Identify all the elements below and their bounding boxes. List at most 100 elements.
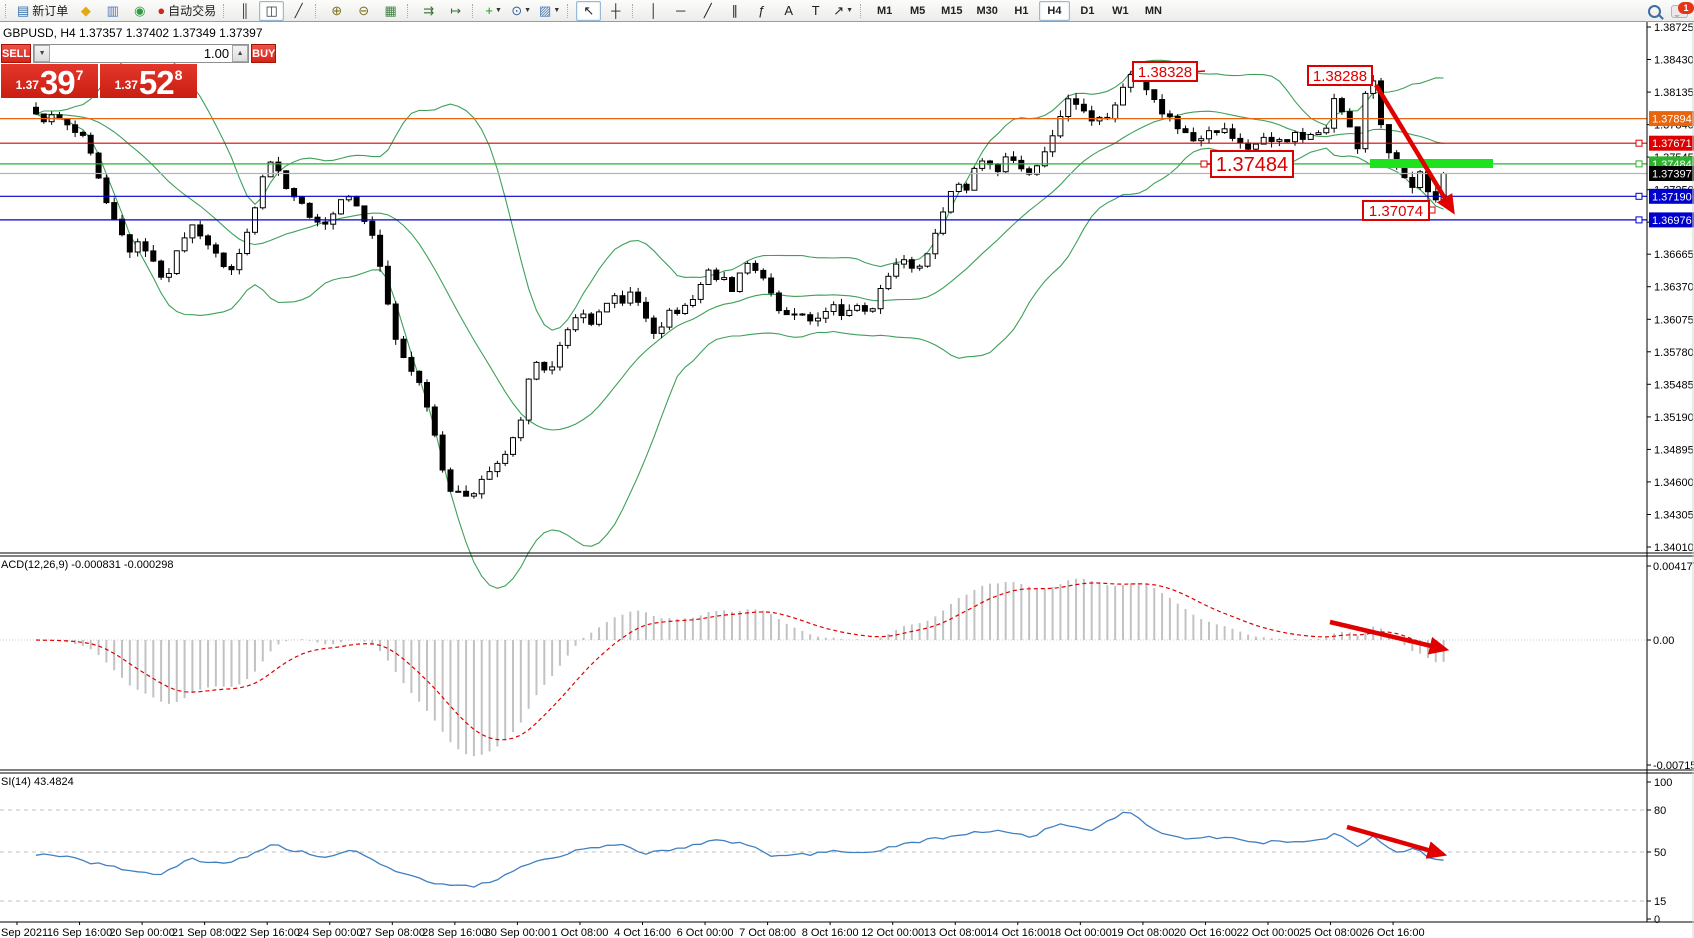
fibonacci-button[interactable]: ƒ bbox=[749, 1, 774, 21]
navigator-button[interactable]: ◉ bbox=[127, 1, 152, 21]
volume-decrease-button[interactable]: ▼ bbox=[34, 45, 51, 62]
line-handle[interactable] bbox=[1635, 160, 1643, 168]
candle bbox=[689, 299, 696, 306]
candlestick-button[interactable]: ◫ bbox=[259, 0, 285, 21]
search-icon[interactable] bbox=[1648, 4, 1661, 18]
templates-button[interactable]: ▨ ▼ bbox=[536, 1, 563, 21]
timeframe-m1-button[interactable]: M1 bbox=[876, 4, 893, 17]
line-handle[interactable] bbox=[1635, 216, 1643, 224]
macd-down-arrow[interactable] bbox=[1329, 619, 1450, 655]
candle bbox=[1120, 86, 1126, 106]
line-handle[interactable] bbox=[1635, 139, 1643, 147]
data-window-icon: ▥ bbox=[106, 3, 119, 18]
bar-chart-button[interactable]: ║ bbox=[232, 1, 257, 21]
crosshair-icon: ┼ bbox=[611, 3, 621, 18]
auto-scroll-button[interactable]: ⇉ bbox=[416, 1, 441, 21]
candle bbox=[815, 317, 821, 322]
high-label-2: 1.38288 bbox=[1313, 68, 1367, 85]
templates-dropdown-icon[interactable]: ▼ bbox=[553, 7, 561, 14]
horizontal-line-button[interactable]: ─ bbox=[668, 1, 693, 21]
chart-title: GBPUSD, H4 1.37357 1.37402 1.37349 1.373… bbox=[3, 26, 263, 40]
arrows-icon: ↗ bbox=[833, 3, 845, 18]
candle bbox=[369, 220, 376, 236]
zoom-in-button[interactable]: ⊕ bbox=[324, 1, 349, 21]
equidistant-channel-button[interactable]: ∥ bbox=[722, 1, 747, 21]
candle bbox=[705, 269, 712, 286]
buy-button[interactable]: BUY bbox=[251, 44, 277, 63]
rsi-tick-label: 80 bbox=[1654, 805, 1666, 817]
candle bbox=[908, 259, 915, 269]
candle bbox=[236, 253, 243, 271]
indicators-dropdown-icon[interactable]: ▼ bbox=[495, 7, 502, 14]
axis-price-tag bbox=[1649, 135, 1694, 151]
time-tick-label: 16 Sep 16:00 bbox=[47, 927, 112, 938]
level-label-box[interactable] bbox=[1210, 150, 1294, 178]
timeframe-m15-button[interactable]: M15 bbox=[941, 4, 963, 17]
periods-dropdown-icon[interactable]: ▼ bbox=[524, 7, 532, 14]
volume-increase-button[interactable]: ▲ bbox=[232, 45, 249, 62]
timeframe-d1-button[interactable]: D1 bbox=[1080, 4, 1095, 17]
time-tick-label: 19 Oct 08:00 bbox=[1111, 927, 1174, 938]
market-watch-button[interactable]: ◆ bbox=[73, 1, 98, 21]
candle bbox=[799, 313, 806, 316]
candle bbox=[1362, 92, 1369, 150]
timeframe-h4-button[interactable]: H4 bbox=[1038, 0, 1070, 21]
price-tick-label: 1.35190 bbox=[1654, 412, 1694, 424]
price-down-arrow[interactable] bbox=[1374, 83, 1455, 215]
chat-icon[interactable]: 1 bbox=[1671, 1, 1694, 18]
candle bbox=[510, 437, 516, 455]
timeframe-w1-button[interactable]: W1 bbox=[1112, 4, 1129, 17]
crosshair-button[interactable]: ┼ bbox=[603, 1, 628, 21]
sell-button[interactable]: SELL bbox=[1, 44, 32, 63]
candle bbox=[1182, 128, 1189, 134]
chart-shift-button[interactable]: ↦ bbox=[443, 1, 468, 21]
timeframe-h1-button[interactable]: H1 bbox=[1014, 4, 1029, 17]
volume-input[interactable] bbox=[50, 45, 233, 62]
candle bbox=[197, 224, 204, 237]
zoom-out-button[interactable]: ⊖ bbox=[351, 1, 376, 21]
green-highlight-bar[interactable] bbox=[1370, 159, 1493, 168]
candle bbox=[322, 221, 329, 225]
macd-tick-label: -0.007153 bbox=[1653, 760, 1694, 772]
rsi-down-arrow[interactable] bbox=[1346, 824, 1448, 859]
sell-price-display[interactable]: 1.37 39 7 bbox=[1, 64, 98, 99]
candle bbox=[1268, 136, 1275, 142]
candle bbox=[470, 493, 477, 497]
rsi-tick-label: 50 bbox=[1654, 847, 1666, 859]
arrows-dropdown-icon[interactable]: ▼ bbox=[846, 7, 854, 14]
cursor-button[interactable]: ↖ bbox=[576, 0, 602, 21]
candle bbox=[1284, 139, 1291, 143]
autotrading-button[interactable]: ● 自动交易 bbox=[154, 1, 219, 21]
data-window-button[interactable]: ▥ bbox=[100, 1, 125, 21]
high-label-2-box[interactable] bbox=[1307, 65, 1373, 86]
tile-windows-button[interactable]: ▦ bbox=[378, 1, 403, 21]
text-button[interactable]: A bbox=[776, 1, 801, 21]
arrows-button[interactable]: ↗ ▼ bbox=[830, 1, 856, 21]
rsi-tick-label: 0 bbox=[1654, 914, 1660, 926]
annotation-handle[interactable] bbox=[1200, 160, 1208, 168]
candle bbox=[1213, 130, 1220, 133]
axis-price-tag-label: 1.37397 bbox=[1652, 169, 1692, 181]
toolbar-right: 1 bbox=[1648, 1, 1694, 21]
high-label-1-box[interactable] bbox=[1132, 61, 1198, 82]
candle bbox=[119, 218, 125, 236]
text-label-icon: T bbox=[811, 3, 820, 18]
macd-indicator-label: ACD(12,26,9) -0.000831 -0.000298 bbox=[1, 559, 174, 571]
candle bbox=[736, 272, 743, 292]
line-chart-button[interactable]: ╱ bbox=[286, 1, 311, 21]
candle bbox=[775, 292, 782, 312]
line-handle[interactable] bbox=[1635, 192, 1643, 200]
trendline-button[interactable]: ╱ bbox=[695, 1, 720, 21]
price-tick-label: 1.36075 bbox=[1654, 314, 1694, 326]
text-label-button[interactable]: T bbox=[803, 1, 828, 21]
buy-price-display[interactable]: 1.37 52 8 bbox=[100, 64, 197, 99]
periods-button[interactable]: ⊙ ▼ bbox=[508, 1, 534, 21]
vertical-line-button[interactable]: │ bbox=[641, 1, 666, 21]
timeframe-m30-button[interactable]: M30 bbox=[976, 4, 998, 17]
low-label-box[interactable] bbox=[1362, 200, 1430, 221]
indicators-button[interactable]: + ▼ bbox=[481, 1, 506, 21]
timeframe-m5-button[interactable]: M5 bbox=[909, 4, 926, 17]
timeframe-mn-button[interactable]: MN bbox=[1144, 4, 1162, 17]
new-order-button[interactable]: ▤ 新订单 bbox=[14, 1, 71, 21]
